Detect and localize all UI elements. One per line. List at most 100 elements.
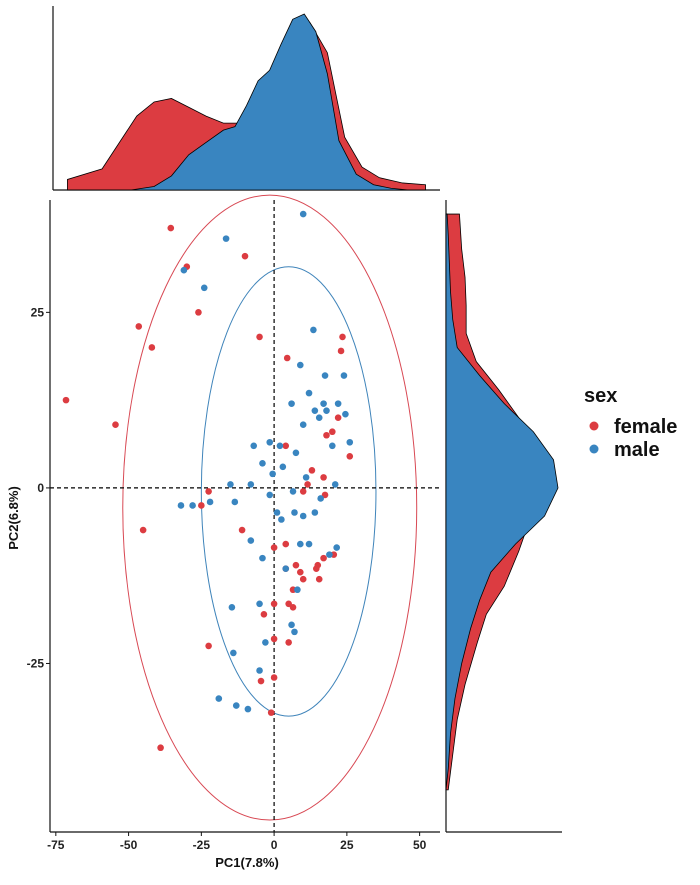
point-male-12	[244, 705, 252, 713]
legend-key-female	[589, 421, 599, 431]
point-male-0	[177, 502, 185, 509]
point-male-7	[227, 481, 234, 488]
point-male-20	[262, 639, 269, 646]
point-male-21	[266, 438, 274, 446]
axes: -75 -50 -25 0 25 50 -25 0 25	[27, 200, 440, 852]
point-female-16	[260, 611, 268, 618]
point-male-23	[269, 470, 276, 478]
point-male-54	[331, 481, 339, 488]
point-male-43	[305, 389, 313, 397]
point-female-28	[289, 603, 297, 611]
y-tick-label-1: 0	[37, 481, 44, 495]
point-female-4	[167, 224, 175, 232]
point-female-6	[195, 309, 202, 316]
point-male-57	[340, 372, 348, 379]
point-female-18	[270, 600, 278, 608]
point-female-8	[205, 642, 212, 650]
point-female-27	[285, 639, 292, 646]
point-male-56	[334, 400, 342, 407]
y-axis-title: PC2(6.8%)	[6, 486, 21, 550]
legend-label-male: male	[614, 439, 660, 461]
point-male-52	[326, 551, 333, 558]
legend-title: sex	[584, 385, 617, 407]
point-female-23	[282, 442, 290, 450]
point-male-41	[302, 474, 310, 481]
ellipse-female	[122, 194, 418, 821]
point-female-45	[334, 414, 342, 421]
reference-lines	[50, 200, 440, 832]
point-female-19	[270, 674, 278, 681]
point-male-36	[296, 540, 304, 548]
point-male-47	[315, 414, 323, 421]
point-female-20	[270, 635, 278, 643]
point-male-42	[305, 540, 313, 548]
point-female-31	[296, 568, 304, 576]
point-male-33	[291, 628, 298, 636]
point-female-14	[256, 333, 263, 341]
point-female-17	[267, 709, 275, 716]
point-male-39	[299, 421, 307, 429]
confidence-ellipses	[122, 194, 418, 821]
point-female-34	[304, 481, 311, 488]
point-female-42	[323, 431, 330, 439]
point-male-45	[311, 509, 319, 516]
legend-item-male: male	[589, 439, 660, 461]
point-male-25	[276, 442, 284, 450]
top-density-male	[67, 13, 426, 191]
scatter-points	[62, 210, 354, 752]
x-tick-label-5: 50	[413, 838, 427, 852]
point-female-39	[320, 474, 327, 481]
point-female-43	[329, 428, 336, 436]
point-female-46	[337, 347, 345, 355]
x-tick-label-3: 0	[271, 838, 278, 852]
point-female-0	[62, 396, 70, 404]
point-male-48	[317, 495, 324, 502]
point-male-18	[259, 554, 266, 562]
y-tick-label-2: 25	[31, 305, 45, 319]
point-female-30	[292, 561, 300, 569]
point-female-32	[299, 488, 307, 495]
point-male-49	[320, 400, 327, 407]
main-scatter-panel: -75 -50 -25 0 25 50 -25 0 25	[27, 194, 440, 852]
point-male-15	[250, 442, 258, 450]
ellipse-male	[200, 266, 377, 717]
x-tick-label-0: -75	[47, 838, 65, 852]
point-male-14	[247, 481, 255, 488]
right-density-male	[445, 213, 559, 790]
point-male-38	[299, 210, 307, 218]
point-male-35	[294, 586, 301, 594]
point-male-37	[296, 361, 304, 369]
x-tick-label-4: 25	[340, 838, 354, 852]
point-female-9	[205, 488, 212, 495]
point-female-35	[308, 467, 316, 474]
top-marginal-density	[52, 6, 440, 191]
point-male-32	[291, 509, 298, 516]
point-male-44	[310, 326, 317, 334]
point-male-31	[289, 488, 297, 495]
point-female-38	[314, 561, 322, 569]
right-marginal-density	[445, 200, 562, 833]
point-male-11	[231, 498, 239, 506]
point-male-27	[279, 463, 287, 471]
point-female-3	[148, 344, 156, 351]
point-male-30	[288, 400, 295, 407]
point-male-40	[299, 512, 307, 520]
point-female-48	[346, 453, 354, 460]
point-male-26	[278, 516, 285, 523]
point-male-34	[292, 449, 300, 457]
legend: sex female male	[584, 385, 677, 461]
point-male-5	[215, 695, 223, 702]
point-female-47	[339, 333, 346, 341]
point-male-51	[323, 407, 330, 414]
point-male-6	[222, 235, 230, 242]
x-axis-title: PC1(7.8%)	[215, 855, 279, 870]
point-female-10	[139, 526, 147, 534]
point-male-9	[230, 649, 237, 657]
point-female-21	[270, 544, 278, 551]
point-female-37	[315, 575, 323, 583]
point-female-24	[283, 354, 291, 362]
x-tick-label-1: -50	[120, 838, 138, 852]
y-tick-label-0: -25	[27, 656, 45, 670]
point-male-24	[273, 509, 281, 516]
